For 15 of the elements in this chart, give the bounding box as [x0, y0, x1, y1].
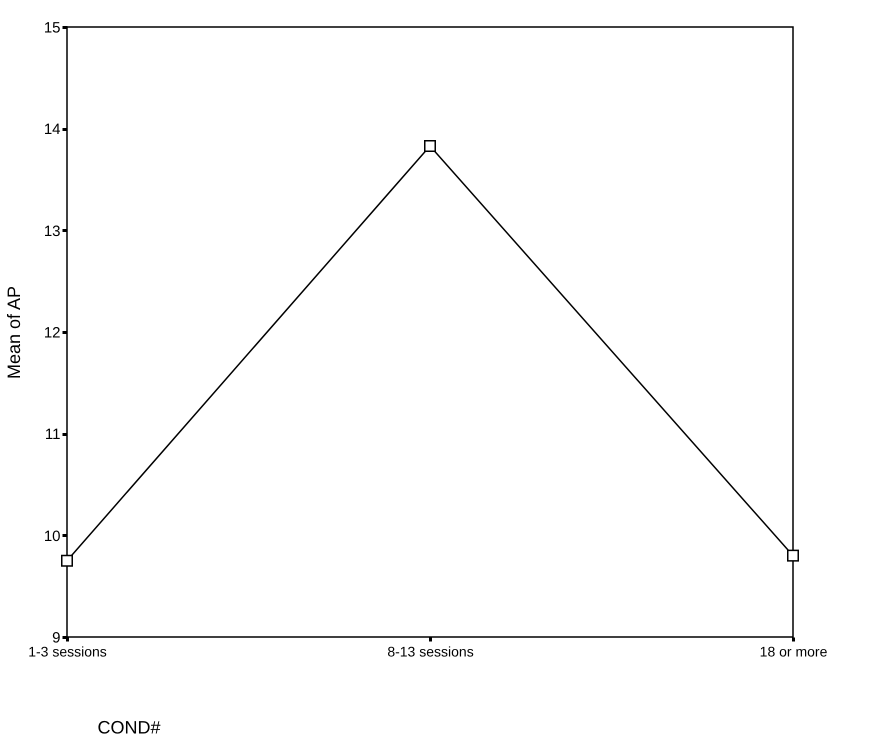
y-tick-label: 14 [44, 121, 60, 138]
point [61, 554, 73, 567]
y-tick-label: 13 [44, 222, 60, 240]
x-tick-label: 8-13 sessions [387, 644, 474, 660]
x-tick-label: 1-3 sessions [28, 644, 107, 660]
y-axis-title: Mean of AP [4, 286, 24, 380]
y-tick-label: 15 [44, 20, 60, 36]
x-tick-label: 18 or more [760, 644, 828, 660]
y-tick-label: 11 [44, 426, 60, 444]
y-tick-label: 12 [44, 324, 60, 342]
y-tick-label: 10 [44, 528, 60, 545]
x-axis-title: COND# [98, 718, 161, 734]
y-tick-label: 9 [52, 630, 60, 646]
point [424, 140, 436, 152]
point [787, 550, 799, 562]
